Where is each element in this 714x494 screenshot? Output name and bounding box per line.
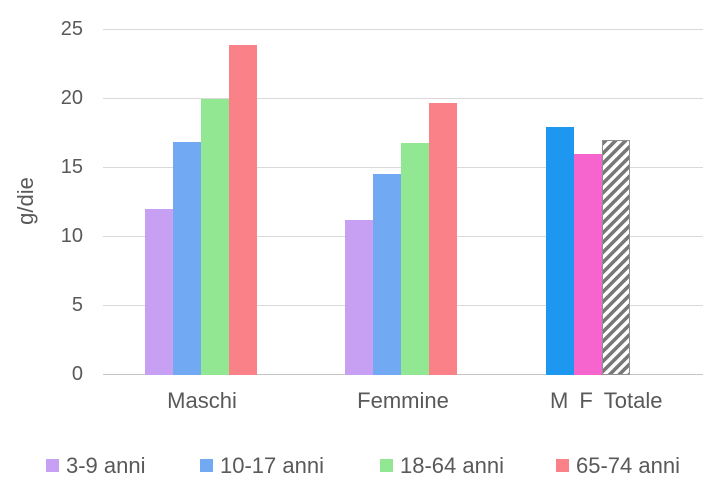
y-tick-0: 0 [71,363,83,385]
bar-totale-group-m [546,127,574,375]
bar-femmine-18-64-anni [401,143,429,375]
y-tick-10: 10 [60,225,83,247]
x-axis-label-femmine: Femmine [357,388,449,413]
legend-label: 10-17 anni [220,453,324,478]
bar-femmine-65-74-anni [429,103,457,375]
plot-area [103,29,703,375]
y-axis-title: g/die [13,177,38,225]
bar-maschi-18-64-anni [201,99,229,375]
legend-label: 3-9 anni [66,453,146,478]
x-axis-label-maschi: Maschi [167,388,237,413]
y-tick-15: 15 [60,156,83,178]
bar-femmine-3-9-anni [345,220,373,375]
bar-maschi-65-74-anni [229,45,257,375]
x-axis-label-part-f: F [579,388,593,413]
bar-maschi-3-9-anni [145,209,173,375]
y-tick-20: 20 [60,87,83,109]
legend-swatch-icon [556,459,569,472]
legend-swatch-icon [46,459,59,472]
bar-femmine-10-17-anni [373,174,401,375]
x-axis-label-mf-totale: M F Totale [550,388,663,414]
legend-label: 65-74 anni [576,453,680,478]
legend-item-3-9-anni: 3-9 anni [46,453,146,479]
x-axis-label-part-totale: Totale [603,388,663,413]
legend-swatch-icon [380,459,393,472]
y-tick-25: 25 [60,18,83,40]
legend-swatch-icon [200,459,213,472]
bar-totale-group-f [574,154,602,375]
legend-item-65-74-anni: 65-74 anni [556,453,680,479]
bar-maschi-10-17-anni [173,142,201,375]
legend-label: 18-64 anni [400,453,504,478]
gridline-20 [103,98,703,99]
legend-item-10-17-anni: 10-17 anni [200,453,324,479]
gridline-25 [103,29,703,30]
y-tick-5: 5 [71,294,83,316]
legend: 3-9 anni 10-17 anni 18-64 anni 65-74 anni [0,453,714,483]
bar-totale-group-totale [602,140,630,375]
x-axis-label-part-m: M [550,388,569,413]
legend-item-18-64-anni: 18-64 anni [380,453,504,479]
